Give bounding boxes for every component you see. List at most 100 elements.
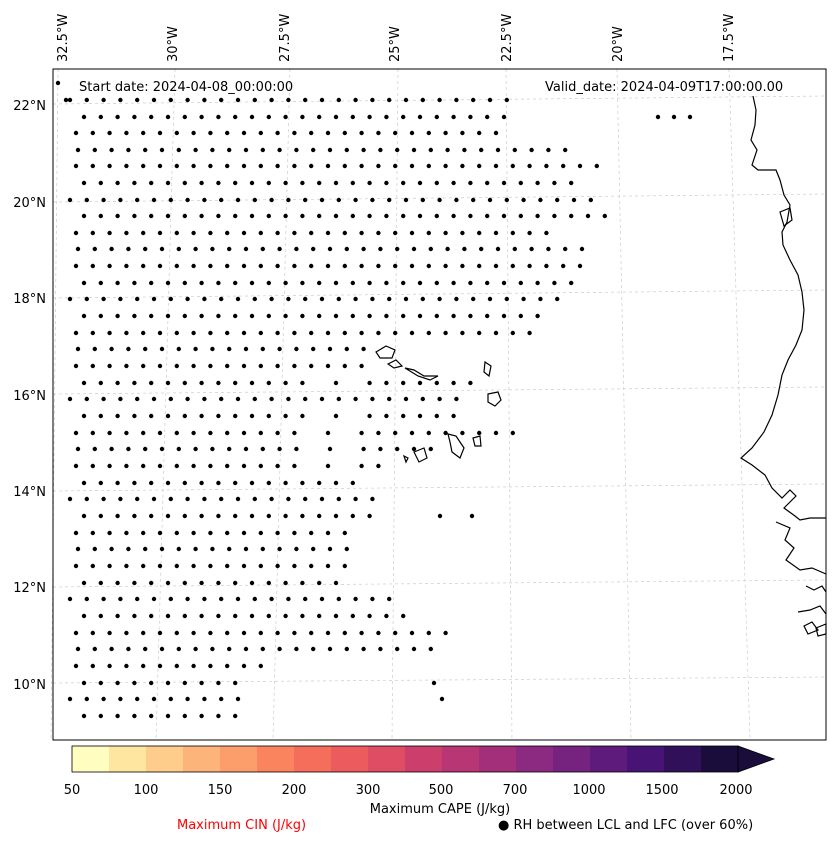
rh-stipple-dot xyxy=(277,446,282,452)
rh-stipple-dot xyxy=(92,346,98,352)
rh-stipple-dot xyxy=(115,680,120,686)
rh-stipple-dot xyxy=(199,680,204,686)
rh-stipple-dot xyxy=(210,246,215,252)
rh-stipple-dot xyxy=(233,580,238,586)
rh-stipple-dot xyxy=(132,114,137,120)
colorbar-segment xyxy=(516,746,554,772)
rh-stipple-dot xyxy=(243,646,249,652)
colorbar-tick-label: 100 xyxy=(134,783,159,798)
rh-stipple-dot xyxy=(233,513,238,519)
rh-stipple-dot xyxy=(342,130,347,136)
rh-stipple-dot xyxy=(309,230,314,236)
rh-stipple-dot xyxy=(75,646,81,652)
rh-stipple-dot xyxy=(241,630,247,636)
rh-stipple-dot xyxy=(199,380,204,386)
rh-stipple-dot xyxy=(75,246,81,252)
rh-stipple-dot xyxy=(342,163,347,169)
rh-stipple-dot xyxy=(350,613,355,619)
rh-stipple-dot xyxy=(493,230,499,236)
rh-stipple-dot xyxy=(168,296,173,302)
rh-stipple-dot xyxy=(292,363,297,369)
rh-stipple-dot xyxy=(510,263,515,269)
rh-stipple-dot xyxy=(73,363,79,369)
rh-stipple-dot xyxy=(233,713,238,719)
rh-stipple-dot xyxy=(73,663,79,669)
rh-stipple-dot xyxy=(311,646,316,652)
rh-stipple-dot xyxy=(92,246,98,252)
rh-stipple-dot xyxy=(141,163,146,169)
rh-stipple-dot xyxy=(235,97,241,103)
rh-stipple-dot xyxy=(283,180,288,186)
rh-stipple-dot xyxy=(311,147,316,153)
rh-stipple-dot xyxy=(437,197,442,203)
rh-stipple-dot xyxy=(434,213,439,219)
rh-stipple-dot xyxy=(518,280,523,286)
rh-stipple-dot xyxy=(208,630,213,636)
rh-stipple-dot xyxy=(336,97,341,103)
rh-stipple-dot xyxy=(437,513,443,519)
rh-stipple-dot xyxy=(227,147,232,153)
colorbar-segment xyxy=(183,746,221,772)
rh-stipple-dot xyxy=(90,463,96,469)
rh-stipple-dot xyxy=(107,230,112,236)
rh-stipple-dot xyxy=(376,463,381,469)
rh-stipple-dot xyxy=(493,163,499,169)
rh-stipple-dot xyxy=(191,463,196,469)
rh-stipple-dot xyxy=(193,346,198,352)
rh-stipple-dot xyxy=(319,396,325,402)
rh-stipple-dot xyxy=(81,713,87,719)
rh-stipple-dot xyxy=(216,413,221,419)
rh-stipple-dot xyxy=(107,130,112,136)
rh-stipple-dot xyxy=(283,213,288,219)
rh-stipple-dot xyxy=(202,296,207,302)
rh-stipple-dot xyxy=(202,197,207,203)
rh-stipple-dot xyxy=(227,646,232,652)
rh-stipple-dot xyxy=(521,296,526,302)
rh-stipple-dot xyxy=(333,480,339,486)
rh-stipple-dot xyxy=(73,630,79,636)
rh-stipple-dot xyxy=(55,80,61,86)
rh-stipple-dot xyxy=(149,114,154,120)
rh-stipple-dot xyxy=(258,630,263,636)
rh-stipple-dot xyxy=(143,246,148,252)
rh-stipple-dot xyxy=(126,346,131,352)
rh-stipple-dot xyxy=(174,363,179,369)
rh-stipple-dot xyxy=(124,430,129,436)
rh-stipple-dot xyxy=(535,213,540,219)
rh-stipple-dot xyxy=(344,546,349,552)
rh-stipple-dot xyxy=(303,496,308,502)
rh-stipple-dot xyxy=(90,563,96,569)
rh-stipple-dot xyxy=(168,596,173,602)
rh-stipple-dot xyxy=(90,163,96,169)
rh-stipple-dot xyxy=(333,280,339,286)
rh-stipple-dot xyxy=(552,180,557,186)
rh-stipple-dot xyxy=(300,213,305,219)
rh-stipple-dot xyxy=(151,396,157,402)
rh-stipple-dot xyxy=(225,430,230,436)
rh-stipple-dot xyxy=(319,596,325,602)
rh-stipple-dot xyxy=(124,163,129,169)
rh-stipple-dot xyxy=(98,580,104,586)
cin-legend-label: Maximum CIN (J/kg) xyxy=(177,818,307,833)
rh-stipple-dot xyxy=(135,197,140,203)
rh-stipple-dot xyxy=(443,330,448,336)
rh-stipple-dot xyxy=(208,463,213,469)
rh-stipple-dot xyxy=(417,380,423,386)
rh-stipple-dot xyxy=(109,546,114,552)
rh-stipple-dot xyxy=(378,646,383,652)
rh-stipple-dot xyxy=(451,180,456,186)
colorbar-outline xyxy=(71,745,739,773)
rh-stipple-dot xyxy=(101,97,106,103)
rh-stipple-dot xyxy=(468,114,473,120)
rh-stipple-dot xyxy=(434,114,439,120)
rh-stipple-dot xyxy=(426,330,431,336)
rh-stipple-dot xyxy=(384,180,389,186)
rh-stipple-dot xyxy=(395,147,400,153)
rh-stipple-dot xyxy=(294,646,299,652)
rh-stipple-dot xyxy=(252,596,257,602)
rh-stipple-dot xyxy=(460,263,465,269)
rh-stipple-dot xyxy=(585,213,591,219)
rh-stipple-dot xyxy=(90,330,96,336)
rh-stipple-dot xyxy=(168,396,173,402)
